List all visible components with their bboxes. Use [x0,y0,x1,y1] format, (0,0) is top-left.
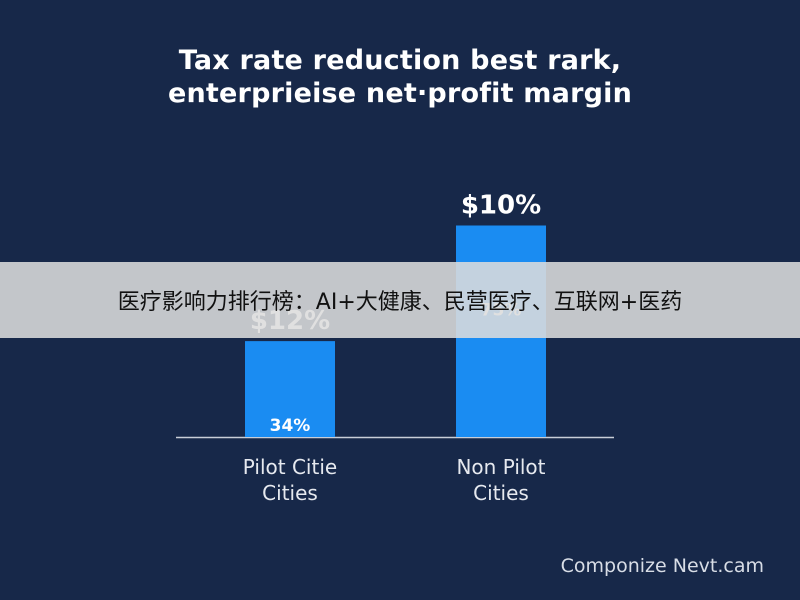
chart-title-line-2: enterprieise net·profit margin [168,78,632,109]
bar-value-label-1: 34% [270,416,311,436]
category-label-1-line-1: Pilot Citie [243,455,337,479]
category-label-2-line-2: Cities [473,481,529,505]
banner-text: 医疗影响力排行榜：AI+大健康、民营医疗、互联网+医药 [117,290,683,315]
chart-title: Tax rate reduction best rark, enterpriei… [0,44,800,110]
bar-top-label-2: $10% [461,191,541,221]
chart-title-line-1: Tax rate reduction best rark, [178,45,622,76]
watermark-text: Componize Nevt.cam [560,555,764,577]
overlay-banner: 医疗影响力排行榜：AI+大健康、民营医疗、互联网+医药 [0,262,800,338]
category-label-2-line-1: Non Pilot [456,455,545,479]
category-label-1-line-2: Cities [262,481,318,505]
bar-1 [245,341,335,437]
